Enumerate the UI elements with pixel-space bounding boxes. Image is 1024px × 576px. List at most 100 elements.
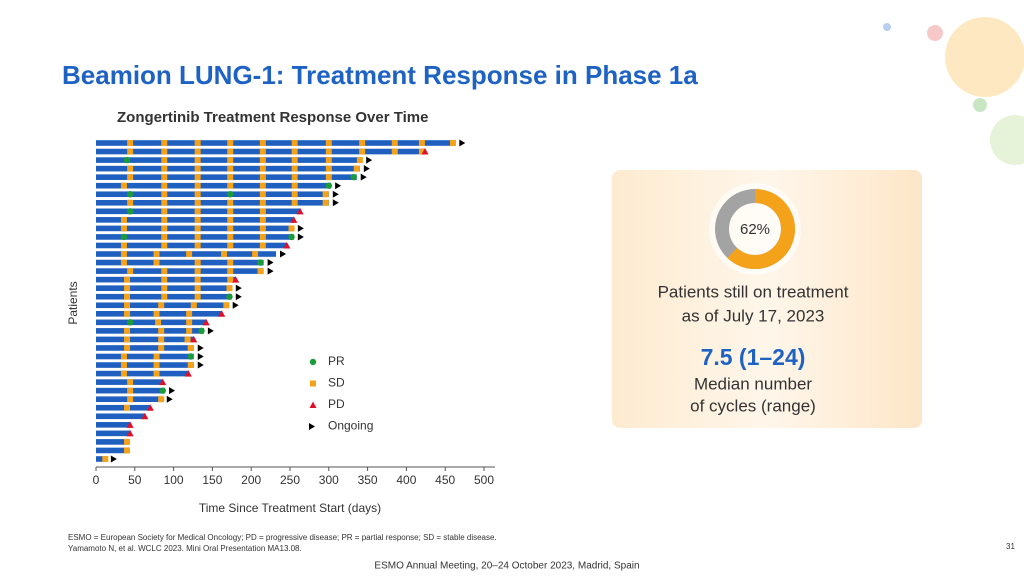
sd-marker xyxy=(359,140,366,146)
ongoing-marker xyxy=(366,156,373,164)
legend-marker xyxy=(309,401,317,408)
footnote: ESMO = European Society for Medical Onco… xyxy=(68,533,497,542)
sd-marker xyxy=(127,268,134,275)
pd-marker xyxy=(146,404,154,411)
x-tick-label: 500 xyxy=(474,473,494,487)
pd-marker xyxy=(232,276,240,283)
sd-marker xyxy=(194,148,201,155)
sd-marker xyxy=(161,165,168,172)
sd-marker xyxy=(127,199,134,206)
sd-marker xyxy=(158,327,165,334)
sd-marker xyxy=(227,225,234,232)
sd-marker xyxy=(120,259,127,266)
x-tick-label: 250 xyxy=(280,473,300,487)
sd-marker xyxy=(194,276,201,283)
sd-marker xyxy=(227,157,234,164)
bar xyxy=(96,456,107,462)
sd-marker xyxy=(325,165,332,172)
sd-marker xyxy=(124,293,131,300)
sd-marker xyxy=(120,362,127,369)
sd-marker xyxy=(102,455,109,462)
bar xyxy=(96,174,357,180)
sd-marker xyxy=(259,140,266,146)
pr-marker xyxy=(126,319,134,326)
ongoing-marker xyxy=(235,284,242,292)
ongoing-marker xyxy=(267,259,274,267)
sd-marker xyxy=(153,353,160,360)
donut-label: 62% xyxy=(740,221,770,238)
sd-marker xyxy=(291,165,298,172)
sd-marker xyxy=(194,199,201,206)
page-number: 31 xyxy=(1006,542,1015,551)
footnote: Yamamoto N, et al. WCLC 2023. Mini Oral … xyxy=(68,544,302,553)
pd-marker xyxy=(159,378,167,386)
sd-marker xyxy=(227,208,234,215)
summary-panel xyxy=(612,170,922,428)
sd-marker xyxy=(127,396,134,403)
sd-marker xyxy=(124,438,131,445)
ongoing-marker xyxy=(197,353,204,360)
sd-marker xyxy=(186,319,193,326)
median: 7.5 (1–24) xyxy=(701,344,806,370)
sd-marker xyxy=(158,336,165,343)
sd-marker xyxy=(161,242,168,249)
sd-marker xyxy=(184,336,191,343)
ongoing-marker xyxy=(232,301,239,309)
bar xyxy=(96,362,194,368)
sd-marker xyxy=(127,174,134,181)
legend-marker xyxy=(309,423,315,430)
sd-marker xyxy=(186,251,193,258)
bar xyxy=(96,328,204,334)
sd-marker xyxy=(194,182,201,189)
sd-marker xyxy=(124,310,131,317)
x-axis-label: Time Since Treatment Start (days) xyxy=(199,501,381,515)
pd-marker xyxy=(126,421,134,428)
sd-marker xyxy=(124,276,131,283)
sd-marker xyxy=(187,362,194,369)
sd-marker xyxy=(124,336,131,343)
sd-marker xyxy=(288,225,295,232)
sd-marker xyxy=(194,165,201,172)
x-tick-label: 200 xyxy=(241,473,261,487)
sd-marker xyxy=(291,157,298,164)
ongoing-marker xyxy=(207,327,214,335)
sd-marker xyxy=(359,148,366,155)
bar xyxy=(96,430,131,437)
chart-title: Zongertinib Treatment Response Over Time xyxy=(117,109,428,126)
sd-marker xyxy=(227,276,234,283)
sd-marker xyxy=(259,165,266,172)
pd-marker xyxy=(421,148,429,155)
bar xyxy=(96,336,194,343)
sd-marker xyxy=(194,233,201,240)
x-tick-label: 0 xyxy=(93,473,100,487)
sd-marker xyxy=(161,199,168,206)
sd-marker xyxy=(227,233,234,240)
bar xyxy=(96,259,264,266)
sd-marker xyxy=(124,285,131,292)
bar xyxy=(96,242,287,249)
sd-marker xyxy=(161,191,168,198)
sd-marker xyxy=(161,268,168,275)
pr-marker xyxy=(198,327,205,335)
pd-marker xyxy=(290,216,298,223)
sd-marker xyxy=(322,191,329,198)
sd-marker xyxy=(120,242,127,249)
sd-marker xyxy=(161,216,168,223)
sd-marker xyxy=(291,191,298,198)
sd-marker xyxy=(227,148,234,155)
sd-marker xyxy=(257,268,264,275)
sd-marker xyxy=(127,140,134,146)
sd-marker xyxy=(194,293,201,300)
ongoing-marker xyxy=(169,387,176,395)
sd-marker xyxy=(194,242,201,249)
x-tick-label: 400 xyxy=(396,473,416,487)
pr-marker xyxy=(288,233,295,241)
pd-marker xyxy=(218,310,226,317)
sd-marker xyxy=(291,174,298,181)
sd-marker xyxy=(391,148,398,155)
sd-marker xyxy=(124,327,131,334)
legend-marker xyxy=(310,380,316,387)
sd-marker xyxy=(120,251,127,258)
x-tick-label: 350 xyxy=(358,473,378,487)
